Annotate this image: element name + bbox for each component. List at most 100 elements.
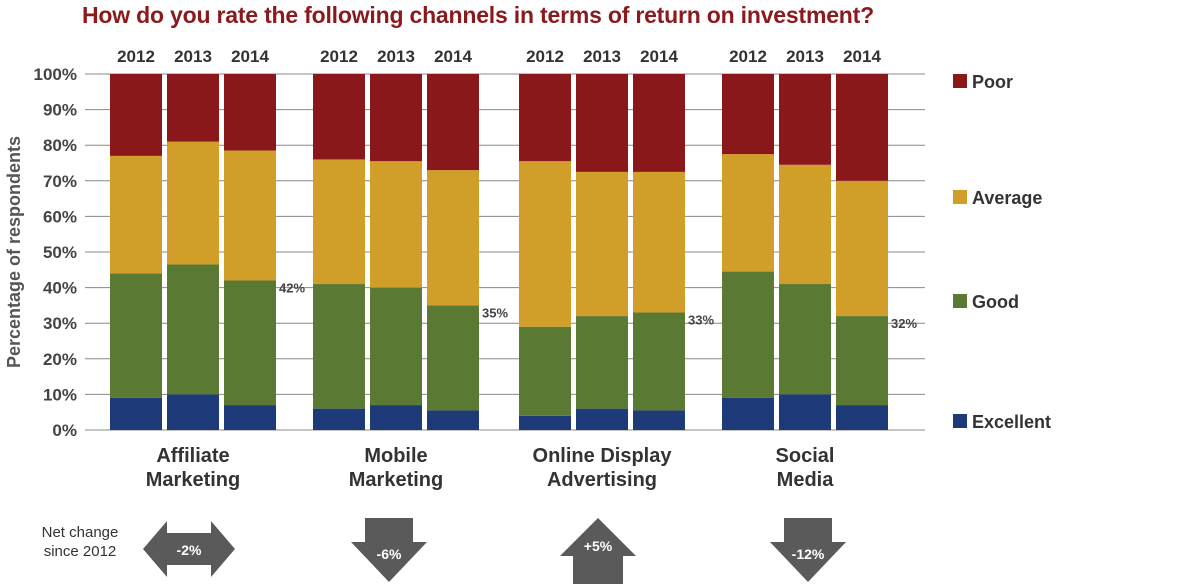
bar-segment — [167, 394, 219, 430]
bar-segment — [576, 316, 628, 409]
legend-label: Poor — [972, 72, 1013, 92]
category-label: Affiliate — [156, 445, 229, 467]
year-label: 2013 — [583, 47, 621, 66]
year-label: 2014 — [843, 47, 881, 66]
bar-segment — [427, 74, 479, 171]
bar-segment — [836, 180, 888, 317]
y-tick-label: 100% — [34, 65, 77, 84]
y-tick-label: 30% — [43, 314, 77, 333]
legend-swatch — [953, 190, 967, 204]
y-tick-label: 10% — [43, 385, 77, 404]
y-tick-label: 80% — [43, 136, 77, 155]
category-label: Mobile — [364, 445, 427, 467]
bar-segment — [313, 408, 365, 430]
net-change-arrow-icon — [770, 518, 846, 582]
bar-segment — [779, 74, 831, 165]
bar-segment — [224, 405, 276, 430]
category-label: Online Display — [533, 445, 673, 467]
y-tick-label: 70% — [43, 172, 77, 191]
bar-segment — [224, 150, 276, 281]
category-label: Media — [777, 469, 835, 491]
bar-segment — [224, 74, 276, 151]
bar-segment — [633, 410, 685, 430]
year-label: 2013 — [786, 47, 824, 66]
bar-segment — [519, 326, 571, 416]
year-label: 2012 — [117, 47, 155, 66]
bar-segment — [370, 405, 422, 430]
bar-segment — [110, 273, 162, 398]
year-label: 2012 — [729, 47, 767, 66]
chart-title: How do you rate the following channels i… — [82, 2, 874, 28]
bar-segment — [313, 159, 365, 285]
bar-segment — [779, 284, 831, 395]
category-label: Marketing — [349, 469, 443, 491]
legend-label: Average — [972, 188, 1042, 208]
y-axis-label: Percentage of respondents — [4, 136, 24, 368]
bar-segment — [110, 155, 162, 274]
bar-segment — [427, 305, 479, 411]
net-change-label: Net change since 2012 — [30, 523, 130, 561]
bar-segment — [779, 394, 831, 430]
bar-segment — [722, 397, 774, 430]
y-tick-label: 50% — [43, 243, 77, 262]
bar-segment — [519, 161, 571, 327]
year-label: 2012 — [320, 47, 358, 66]
bar-segment — [167, 74, 219, 142]
bar-segment — [427, 170, 479, 306]
y-tick-label: 40% — [43, 279, 77, 298]
bar-segment — [370, 74, 422, 162]
bar-segment — [313, 284, 365, 409]
legend-label: Good — [972, 292, 1019, 312]
bar-segment — [633, 312, 685, 411]
net-change-value: -6% — [377, 546, 402, 562]
bar-segment — [576, 74, 628, 172]
bar-segment — [167, 264, 219, 395]
bar-segment — [722, 271, 774, 398]
year-label: 2013 — [174, 47, 212, 66]
net-change-label-line-2: since 2012 — [43, 543, 117, 560]
bar-segment — [110, 397, 162, 430]
legend-label: Excellent — [972, 412, 1051, 432]
category-label: Marketing — [146, 469, 240, 491]
callout-label: 32% — [891, 316, 917, 331]
bar-segment — [633, 171, 685, 313]
bar-segment — [519, 74, 571, 162]
bar-segment — [722, 154, 774, 272]
net-change-arrow-icon — [560, 518, 636, 584]
bar-segment — [576, 408, 628, 430]
bar-segment — [167, 141, 219, 265]
bar-segment — [370, 287, 422, 406]
bar-segment — [836, 316, 888, 406]
year-label: 2014 — [434, 47, 472, 66]
y-tick-label: 0% — [52, 421, 77, 440]
net-change-value: -12% — [792, 546, 825, 562]
y-tick-label: 20% — [43, 350, 77, 369]
bar-segment — [836, 405, 888, 430]
bar-segment — [779, 164, 831, 285]
year-label: 2014 — [231, 47, 269, 66]
bar-segment — [427, 410, 479, 430]
bar-segment — [110, 74, 162, 156]
legend-swatch — [953, 414, 967, 428]
category-label: Social — [776, 445, 835, 467]
bar-segment — [836, 74, 888, 181]
y-tick-label: 90% — [43, 101, 77, 120]
bar-segment — [576, 171, 628, 317]
bar-segment — [633, 74, 685, 172]
y-tick-label: 60% — [43, 207, 77, 226]
bar-segment — [313, 74, 365, 160]
bar-segment — [370, 161, 422, 288]
callout-label: 35% — [482, 305, 508, 320]
net-change-value: -2% — [177, 542, 202, 558]
year-label: 2014 — [640, 47, 678, 66]
callout-label: 42% — [279, 280, 305, 295]
callout-label: 33% — [688, 313, 714, 328]
year-label: 2012 — [526, 47, 564, 66]
legend-swatch — [953, 74, 967, 88]
bar-segment — [519, 415, 571, 430]
net-change-arrow-icon — [143, 521, 235, 577]
legend-swatch — [953, 294, 967, 308]
category-label: Advertising — [547, 469, 657, 491]
bar-segment — [224, 280, 276, 406]
